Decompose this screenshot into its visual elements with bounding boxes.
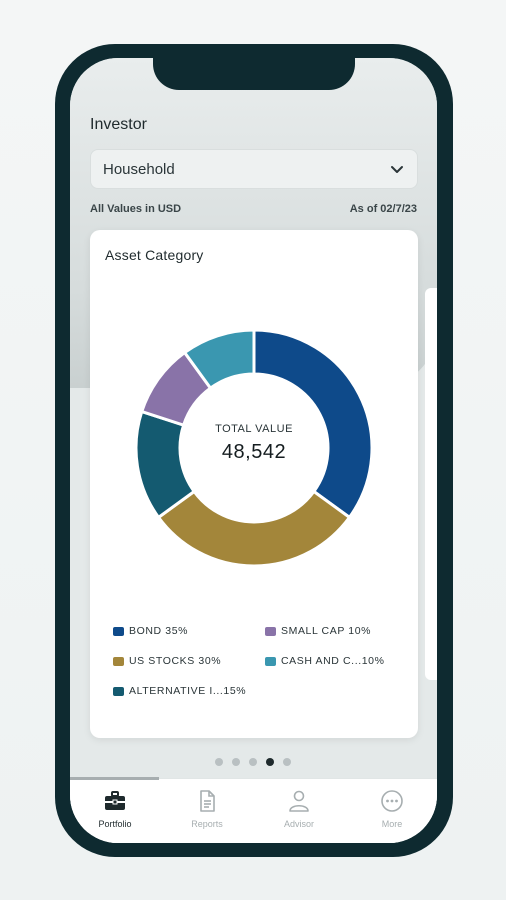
document-icon bbox=[200, 790, 215, 812]
pagination-dot[interactable] bbox=[232, 758, 240, 766]
tab-reports[interactable]: Reports bbox=[162, 789, 252, 829]
legend-label: BOND 35% bbox=[129, 625, 189, 637]
tab-label: Portfolio bbox=[98, 819, 132, 829]
legend-item: US STOCKS 30% bbox=[113, 655, 221, 667]
pagination-dot[interactable] bbox=[215, 758, 223, 766]
chevron-down-icon bbox=[391, 166, 403, 173]
donut-slice-1[interactable] bbox=[252, 328, 374, 520]
card-title: Asset Category bbox=[105, 247, 204, 263]
donut-slice-2[interactable] bbox=[156, 489, 352, 568]
pagination-dots bbox=[0, 758, 506, 766]
legend-item: CASH AND C...10% bbox=[265, 655, 385, 667]
asset-category-card: Asset Category TOTAL VALUE 48,542 BOND 3… bbox=[90, 230, 418, 738]
next-card-peek[interactable] bbox=[425, 288, 437, 680]
legend-label: CASH AND C...10% bbox=[281, 655, 385, 667]
legend-item: ALTERNATIVE I...15% bbox=[113, 685, 246, 697]
total-value: 48,542 bbox=[221, 441, 287, 463]
tab-label: Advisor bbox=[283, 819, 314, 829]
tab-bar: Portfolio Reports Advisor More bbox=[70, 777, 437, 843]
tab-portfolio[interactable]: Portfolio bbox=[70, 789, 160, 829]
active-tab-indicator bbox=[70, 777, 159, 780]
legend-swatch bbox=[113, 686, 124, 696]
tab-label: Reports bbox=[191, 819, 223, 829]
legend-swatch bbox=[265, 656, 276, 666]
legend-swatch bbox=[113, 626, 124, 636]
legend-label: US STOCKS 30% bbox=[129, 655, 222, 667]
tab-advisor[interactable]: Advisor bbox=[254, 789, 344, 829]
person-icon bbox=[289, 790, 309, 812]
briefcase-icon bbox=[105, 791, 125, 810]
total-value-label: TOTAL VALUE bbox=[215, 423, 293, 435]
legend-swatch bbox=[113, 656, 124, 666]
legend-label: ALTERNATIVE I...15% bbox=[129, 685, 247, 697]
investor-label: Investor bbox=[90, 116, 147, 133]
as-of-date: As of 02/7/23 bbox=[349, 203, 417, 215]
pagination-dot[interactable] bbox=[266, 758, 274, 766]
tab-label: More bbox=[381, 819, 403, 829]
more-icon bbox=[381, 790, 403, 812]
pagination-dot[interactable] bbox=[283, 758, 291, 766]
legend-item: SMALL CAP 10% bbox=[265, 625, 371, 637]
notch bbox=[153, 44, 355, 90]
legend-label: SMALL CAP 10% bbox=[281, 625, 372, 637]
pagination-dot[interactable] bbox=[249, 758, 257, 766]
tab-more[interactable]: More bbox=[347, 789, 437, 829]
household-select[interactable]: Household bbox=[90, 149, 418, 189]
donut-chart bbox=[134, 328, 374, 568]
select-value: Household bbox=[103, 160, 175, 178]
donut-slice-5[interactable] bbox=[182, 328, 256, 391]
legend-item: BOND 35% bbox=[113, 625, 188, 637]
legend-swatch bbox=[265, 626, 276, 636]
values-note: All Values in USD bbox=[90, 203, 182, 215]
